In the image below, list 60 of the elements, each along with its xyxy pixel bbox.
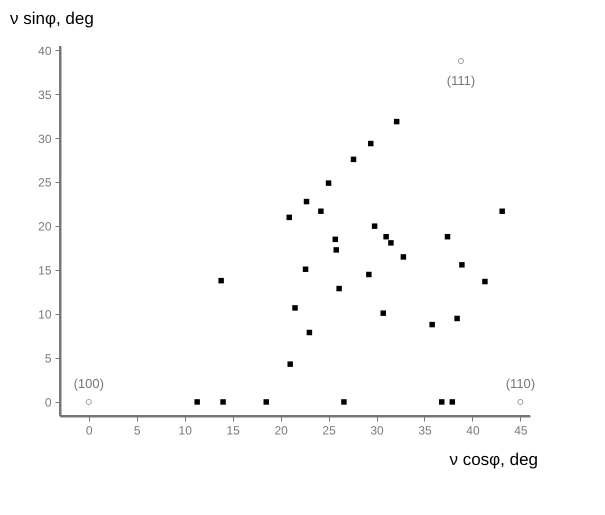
y-tick-label: 40	[38, 44, 52, 58]
y-tick-label: 35	[38, 88, 52, 102]
point	[302, 266, 308, 272]
x-tick-label: 5	[134, 424, 141, 438]
point	[292, 305, 298, 311]
y-tick-label: 0	[44, 395, 52, 410]
point	[194, 399, 200, 405]
x-tick-label: 10	[178, 424, 192, 438]
point	[444, 234, 450, 240]
point	[263, 399, 269, 405]
point	[287, 361, 293, 367]
point	[458, 58, 464, 64]
annotation: (100)	[74, 376, 104, 391]
point	[286, 214, 292, 220]
x-tick-label: 15	[226, 424, 240, 438]
y-tick-label: 10	[38, 308, 52, 322]
y-tick-label: 30	[38, 132, 52, 146]
y-tick-label: 5	[44, 351, 52, 366]
point	[334, 247, 339, 253]
point	[86, 398, 92, 405]
point	[304, 198, 310, 204]
point	[336, 286, 342, 292]
point	[517, 398, 524, 405]
point	[372, 223, 378, 229]
x-tick-label: 35	[418, 424, 432, 438]
point	[459, 262, 465, 268]
point	[380, 310, 386, 316]
point	[482, 278, 488, 284]
y-tick-label: 15	[38, 264, 52, 278]
x-tick-label: 0	[86, 424, 93, 438]
point	[450, 399, 456, 405]
point	[341, 399, 347, 405]
y-tick-label: 25	[38, 176, 52, 190]
y-tick-label: 20	[38, 220, 52, 234]
annotation: (111)	[446, 72, 476, 88]
point	[383, 234, 389, 240]
point	[220, 399, 226, 405]
point	[306, 330, 312, 336]
point	[350, 156, 356, 162]
x-axis-title: ν cosφ, deg	[449, 450, 538, 469]
y-axis-title: ν sinφ, deg	[10, 9, 94, 28]
point	[318, 208, 324, 214]
point	[368, 140, 374, 146]
point	[332, 236, 338, 242]
point	[439, 399, 444, 405]
x-tick-label: 45	[514, 424, 528, 438]
x-tick-label: 30	[370, 424, 384, 438]
point	[366, 272, 372, 278]
point	[388, 240, 394, 246]
point	[454, 316, 460, 322]
point	[429, 322, 435, 328]
point	[326, 180, 332, 186]
x-tick-label: 20	[274, 424, 288, 438]
point	[499, 208, 505, 214]
point	[218, 278, 224, 284]
point	[394, 118, 400, 124]
point	[400, 254, 406, 260]
x-tick-label: 40	[466, 424, 480, 438]
x-tick-label: 25	[322, 424, 336, 438]
annotation: (110)	[506, 376, 536, 391]
